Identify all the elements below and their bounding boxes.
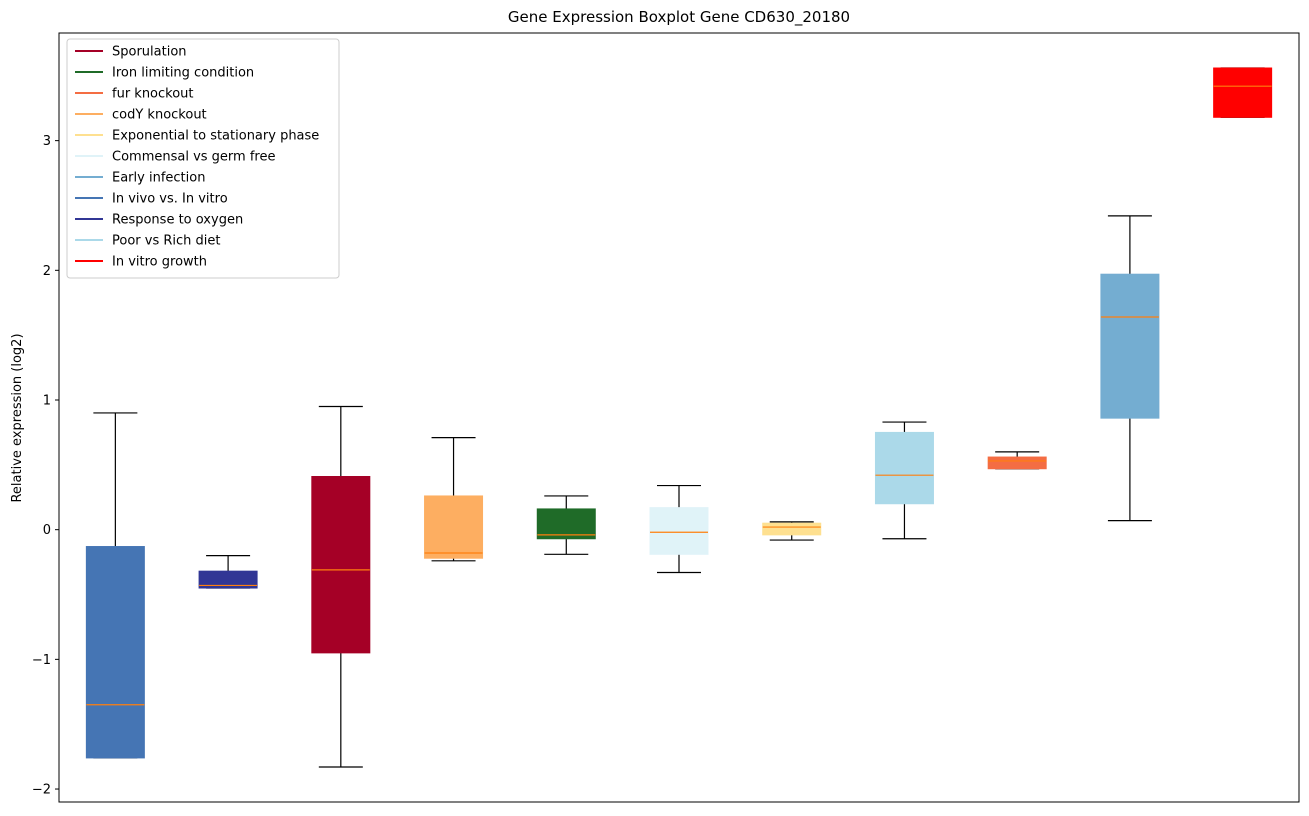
legend-label: Sporulation: [112, 45, 187, 60]
legend-label: Early infection: [112, 171, 205, 186]
box-group: [1100, 215, 1160, 522]
box: [1213, 67, 1273, 118]
box: [874, 431, 934, 505]
box-group: [536, 495, 596, 555]
legend-item: In vitro growth: [75, 255, 207, 270]
box-group: [198, 555, 258, 589]
boxes-layer: [85, 67, 1273, 768]
y-tick-label: −1: [32, 653, 51, 668]
legend-label: In vitro growth: [112, 255, 207, 270]
box: [85, 546, 145, 759]
box-group: [424, 437, 484, 562]
legend-label: In vivo vs. In vitro: [112, 192, 228, 207]
legend-box: [66, 38, 340, 279]
legend-label: Poor vs Rich diet: [112, 234, 220, 249]
legend-label: Exponential to stationary phase: [112, 129, 319, 144]
legend-label: codY knockout: [112, 108, 207, 123]
legend-label: Commensal vs germ free: [112, 150, 275, 165]
legend-item: Poor vs Rich diet: [75, 234, 220, 249]
y-tick-label: 2: [43, 264, 51, 279]
box-group: [987, 451, 1047, 470]
legend-item: Exponential to stationary phase: [75, 129, 319, 144]
y-axis-label: Relative expression (log2): [10, 333, 25, 502]
box: [536, 508, 596, 540]
legend-item: In vivo vs. In vitro: [75, 192, 228, 207]
legend-item: Iron limiting condition: [75, 66, 254, 81]
box-group: [85, 412, 145, 759]
y-tick-label: 3: [43, 134, 51, 149]
y-tick-label: 1: [43, 393, 51, 408]
legend-item: Commensal vs germ free: [75, 150, 275, 165]
chart-title: Gene Expression Boxplot Gene CD630_20180: [508, 8, 850, 27]
legend-item: Early infection: [75, 171, 205, 186]
legend-item: fur knockout: [75, 87, 194, 102]
legend-item: Sporulation: [75, 45, 187, 60]
legend-item: codY knockout: [75, 108, 207, 123]
box: [987, 456, 1047, 470]
box-group: [649, 484, 709, 574]
y-tick-label: 0: [43, 523, 51, 538]
box: [649, 507, 709, 555]
box: [198, 570, 258, 589]
box-group: [874, 421, 934, 540]
axes-layer: −2 −1 0 1 2 3: [32, 32, 1300, 803]
legend-label: Iron limiting condition: [112, 66, 254, 81]
box-group: [762, 521, 822, 541]
legend: Sporulation Iron limiting condition fur kn…: [66, 38, 340, 279]
box-group: [1213, 67, 1273, 118]
box: [311, 476, 371, 654]
box: [424, 495, 484, 559]
plot-frame: [58, 32, 1300, 803]
legend-item: Response to oxygen: [75, 213, 243, 228]
legend-label: Response to oxygen: [112, 213, 243, 228]
y-tick-label: −2: [32, 783, 51, 798]
box: [1100, 273, 1160, 419]
box: [762, 522, 822, 536]
legend-label: fur knockout: [112, 87, 194, 102]
box-group: [311, 405, 371, 768]
